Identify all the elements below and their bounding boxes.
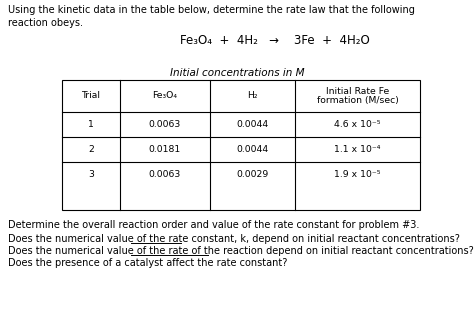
Bar <box>62 80 420 210</box>
Text: 4.6 x 10⁻⁵: 4.6 x 10⁻⁵ <box>334 120 381 129</box>
Text: 0.0029: 0.0029 <box>237 170 269 179</box>
Text: Initial Rate Fe: Initial Rate Fe <box>326 87 389 95</box>
Text: 3: 3 <box>88 170 94 179</box>
Text: reaction obeys.: reaction obeys. <box>8 18 83 28</box>
Text: 0.0044: 0.0044 <box>237 120 269 129</box>
Text: 0.0044: 0.0044 <box>237 145 269 154</box>
Text: Fe₃O₄: Fe₃O₄ <box>153 92 177 100</box>
Text: Does the numerical value of the rate of the reaction depend on initial reactant : Does the numerical value of the rate of … <box>8 246 474 256</box>
Text: 0.0063: 0.0063 <box>149 120 181 129</box>
Text: Does the presence of a catalyst affect the rate constant?: Does the presence of a catalyst affect t… <box>8 258 287 268</box>
Text: 1.9 x 10⁻⁵: 1.9 x 10⁻⁵ <box>334 170 381 179</box>
Text: Initial concentrations in M: Initial concentrations in M <box>170 68 304 78</box>
Text: Determine the overall reaction order and value of the rate constant for problem : Determine the overall reaction order and… <box>8 220 419 230</box>
Text: 0.0063: 0.0063 <box>149 170 181 179</box>
Text: Does the numerical value of the rate constant, k, depend on initial reactant con: Does the numerical value of the rate con… <box>8 234 460 244</box>
Text: 0.0181: 0.0181 <box>149 145 181 154</box>
Text: formation (M/sec): formation (M/sec) <box>317 96 398 106</box>
Text: 1: 1 <box>88 120 94 129</box>
Text: Fe₃O₄  +  4H₂   →    3Fe  +  4H₂O: Fe₃O₄ + 4H₂ → 3Fe + 4H₂O <box>180 34 370 47</box>
Text: Using the kinetic data in the table below, determine the rate law that the follo: Using the kinetic data in the table belo… <box>8 5 415 15</box>
Text: 1.1 x 10⁻⁴: 1.1 x 10⁻⁴ <box>334 145 381 154</box>
Text: 2: 2 <box>88 145 94 154</box>
Text: Trial: Trial <box>82 92 100 100</box>
Text: H₂: H₂ <box>247 92 258 100</box>
